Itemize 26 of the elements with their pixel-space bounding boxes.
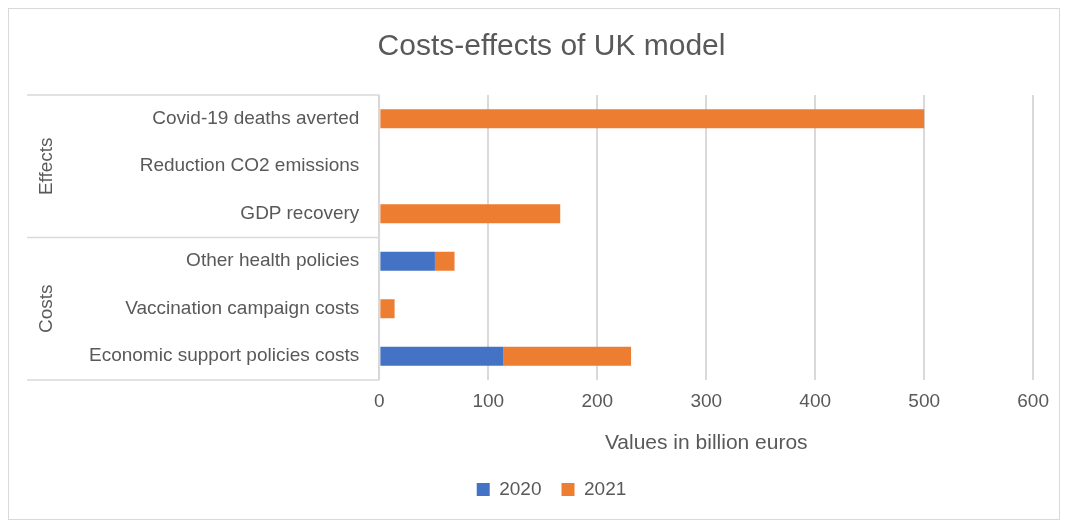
legend-label: 2020 <box>499 477 542 499</box>
x-tick-label: 300 <box>690 389 723 411</box>
text: Effects <box>35 137 57 196</box>
y-tick-label: Reduction CO2 emissions <box>139 154 360 176</box>
y-tick-label: Vaccination campaign costs <box>125 296 360 318</box>
x-tick-label: 600 <box>1017 389 1049 411</box>
x-axis-title: Values in billion euros <box>604 430 808 454</box>
text: Costs <box>35 284 57 334</box>
x-tick-label: 400 <box>799 389 832 411</box>
chart-title: Costs-effects of UK model <box>377 28 726 62</box>
legend-label: 2021 <box>584 477 627 499</box>
bar <box>380 204 561 224</box>
bar <box>503 346 632 366</box>
bar <box>434 251 455 271</box>
bar <box>380 346 504 366</box>
x-tick-label: 200 <box>581 389 614 411</box>
y-tick-label: Covid-19 deaths averted <box>152 106 360 128</box>
x-tick-label: 0 <box>374 389 385 411</box>
bar <box>380 299 395 319</box>
x-tick-label: 500 <box>908 389 941 411</box>
x-tick-label: 100 <box>472 389 505 411</box>
y-tick-label: Other health policies <box>186 249 360 271</box>
bar <box>380 251 435 271</box>
bar <box>380 109 925 129</box>
y-tick-label: GDP recovery <box>240 201 360 223</box>
y-tick-label: Economic support policies costs <box>89 344 360 366</box>
